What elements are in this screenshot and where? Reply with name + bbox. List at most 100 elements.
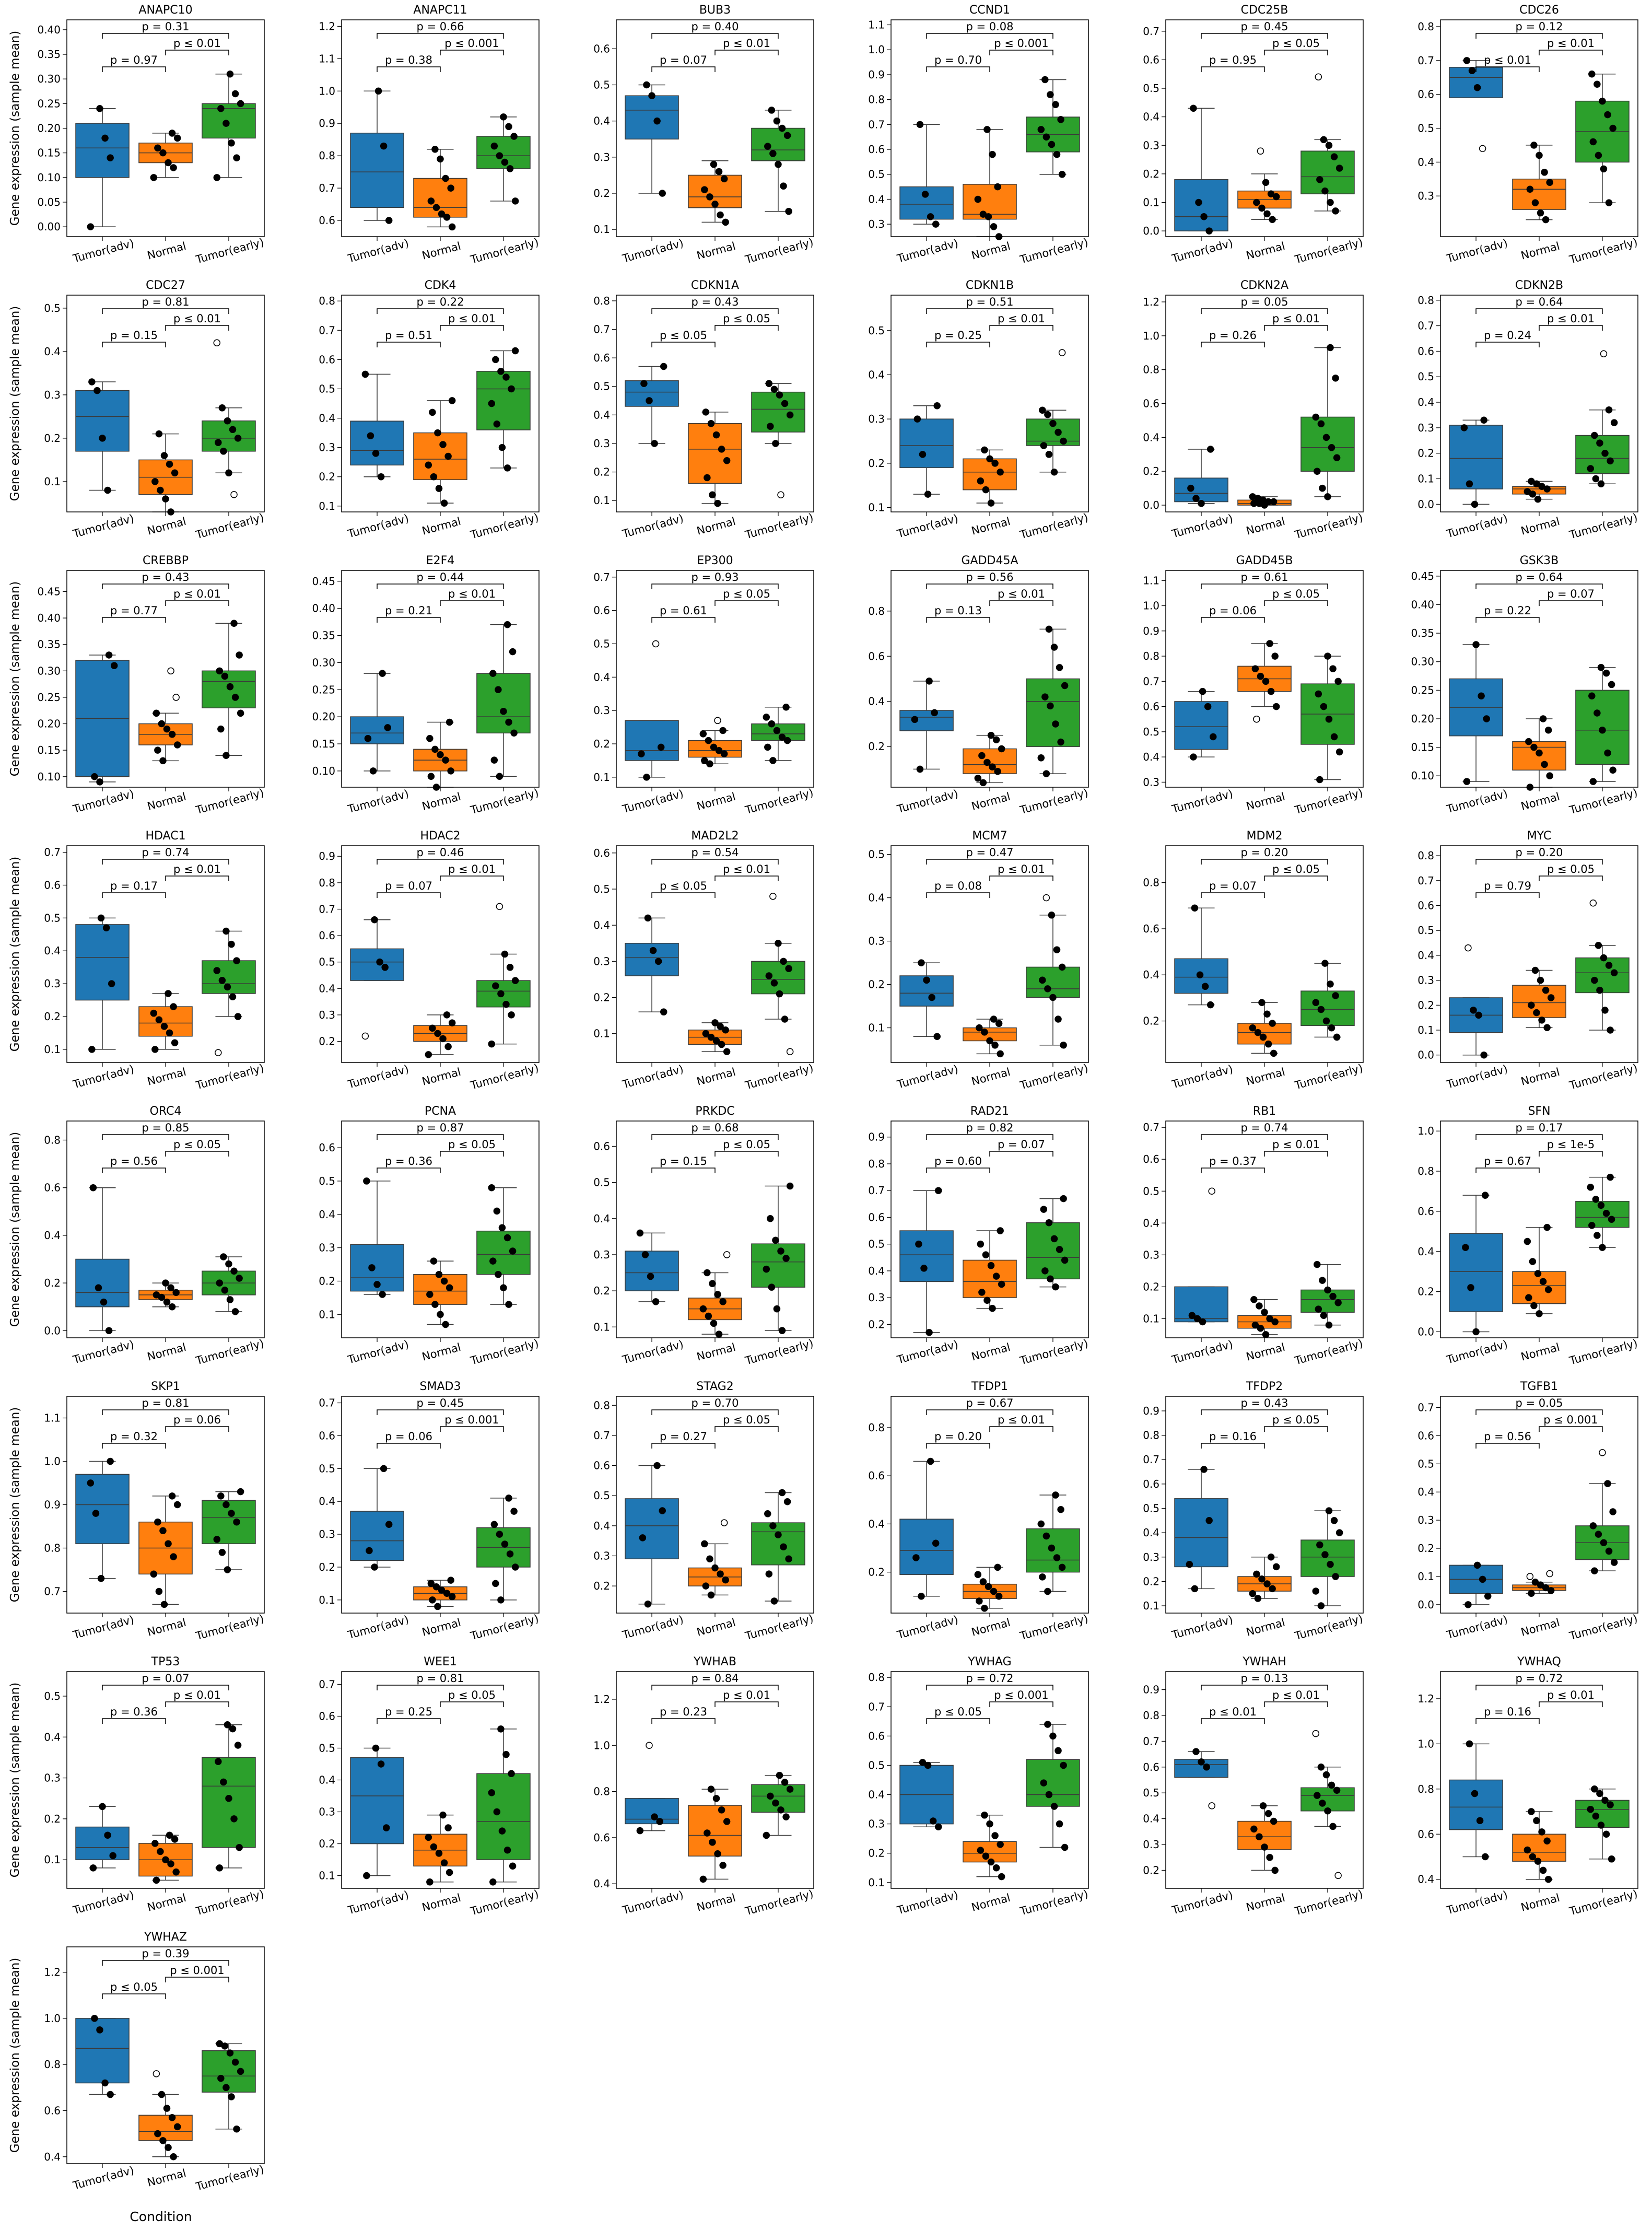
p-value-label: p ≤ 0.05 <box>448 1689 496 1701</box>
data-point <box>702 1582 710 1590</box>
y-tick-label: 0.2 <box>593 1285 610 1297</box>
data-point <box>992 1272 1000 1280</box>
data-point <box>1192 1748 1200 1755</box>
p-value-label: p = 0.06 <box>173 1414 221 1426</box>
data-point <box>1536 749 1543 757</box>
data-point <box>1322 434 1330 441</box>
data-point <box>702 408 710 416</box>
y-tick-label: 0.5 <box>44 1690 61 1702</box>
data-point <box>1479 1575 1486 1583</box>
data-point <box>994 1563 1001 1571</box>
y-tick-label: 0.8 <box>868 1158 885 1170</box>
y-tick-label: 0.2 <box>868 740 885 753</box>
significance-bracket <box>1539 1426 1603 1432</box>
data-point <box>157 1848 164 1855</box>
data-point <box>501 950 509 958</box>
box-1 <box>1237 1023 1292 1045</box>
data-point <box>1049 994 1057 1001</box>
data-point <box>1249 1024 1257 1032</box>
p-value-label: p ≤ 0.01 <box>998 312 1045 325</box>
significance-bracket <box>989 1701 1053 1707</box>
p-value-label: p = 0.13 <box>1240 1672 1288 1685</box>
data-point <box>502 1000 510 1008</box>
data-point <box>1321 1551 1329 1558</box>
y-tick-label: 0.2 <box>1143 1015 1159 1028</box>
data-point <box>1039 406 1046 414</box>
p-value-label: p ≤ 0.01 <box>173 312 221 325</box>
p-value-label: p = 0.85 <box>142 1122 189 1134</box>
data-point <box>437 1311 444 1318</box>
data-point <box>173 134 181 142</box>
data-point <box>986 1037 993 1045</box>
data-point <box>765 972 773 979</box>
data-point <box>705 1312 712 1320</box>
data-point <box>1537 209 1544 217</box>
p-value-label: p = 0.07 <box>1209 880 1257 892</box>
y-tick-label: 0.8 <box>1417 1783 1434 1795</box>
significance-bracket <box>1201 859 1328 865</box>
data-point <box>923 976 930 984</box>
data-point <box>916 765 924 773</box>
box-0 <box>1449 425 1503 489</box>
outlier-point <box>646 1742 653 1749</box>
data-point <box>775 1531 782 1538</box>
data-point <box>173 1501 181 1509</box>
y-tick-label: 0.1 <box>319 500 335 512</box>
data-point <box>443 1590 451 1597</box>
y-tick-label: 0.0 <box>1417 1325 1434 1338</box>
data-point <box>434 1030 441 1037</box>
data-point <box>439 1035 447 1043</box>
y-tick-label: 0.4 <box>319 1208 335 1221</box>
p-value-label: p ≤ 0.01 <box>173 863 221 875</box>
data-point <box>785 207 792 215</box>
y-tick-label: 0.5 <box>593 637 610 650</box>
data-point <box>1195 199 1202 206</box>
data-point <box>158 720 166 728</box>
data-point <box>924 491 932 498</box>
data-point <box>1473 1561 1481 1569</box>
p-value-label: p = 0.87 <box>416 1122 464 1134</box>
data-point <box>217 725 225 733</box>
y-tick-label: 0.3 <box>593 1549 610 1562</box>
significance-bracket <box>926 583 1053 589</box>
significance-bracket <box>102 583 229 589</box>
data-point <box>1327 1560 1334 1568</box>
y-tick-label: 0.4 <box>1143 1813 1159 1825</box>
data-point <box>1193 1315 1201 1323</box>
data-point <box>1329 665 1337 672</box>
y-tick-label: 1.1 <box>319 52 335 65</box>
y-tick-label: 0.3 <box>593 151 610 164</box>
data-point <box>639 1534 647 1542</box>
data-point <box>934 1187 942 1194</box>
data-point <box>1330 153 1338 160</box>
data-point <box>1463 778 1471 785</box>
data-point <box>1272 193 1280 201</box>
data-point <box>1324 652 1331 660</box>
data-point <box>1056 1820 1063 1828</box>
data-point <box>1471 1790 1479 1797</box>
y-tick-label: 0.6 <box>593 1460 610 1472</box>
data-point <box>1330 1517 1338 1524</box>
box-0 <box>899 1230 954 1282</box>
y-tick-label: 0.3 <box>868 935 885 948</box>
significance-bracket <box>1539 50 1603 55</box>
data-point <box>160 1023 168 1030</box>
data-point <box>1328 1781 1335 1789</box>
data-point <box>501 158 509 166</box>
data-point <box>107 154 114 161</box>
data-point <box>1588 71 1596 78</box>
data-point <box>786 1785 794 1793</box>
data-point <box>1200 1466 1208 1473</box>
data-point <box>1604 111 1611 119</box>
significance-bracket <box>1264 1426 1328 1432</box>
box-1 <box>963 184 1017 220</box>
outlier-point <box>167 667 174 675</box>
p-value-label: p = 0.07 <box>142 1672 189 1685</box>
data-point <box>915 1240 922 1248</box>
box-2 <box>751 961 805 995</box>
data-point <box>426 1878 433 1886</box>
panel-title: HDAC1 <box>145 830 185 843</box>
panel-title: TP53 <box>151 1655 180 1668</box>
significance-bracket <box>1264 325 1328 331</box>
data-point <box>1322 1017 1330 1025</box>
